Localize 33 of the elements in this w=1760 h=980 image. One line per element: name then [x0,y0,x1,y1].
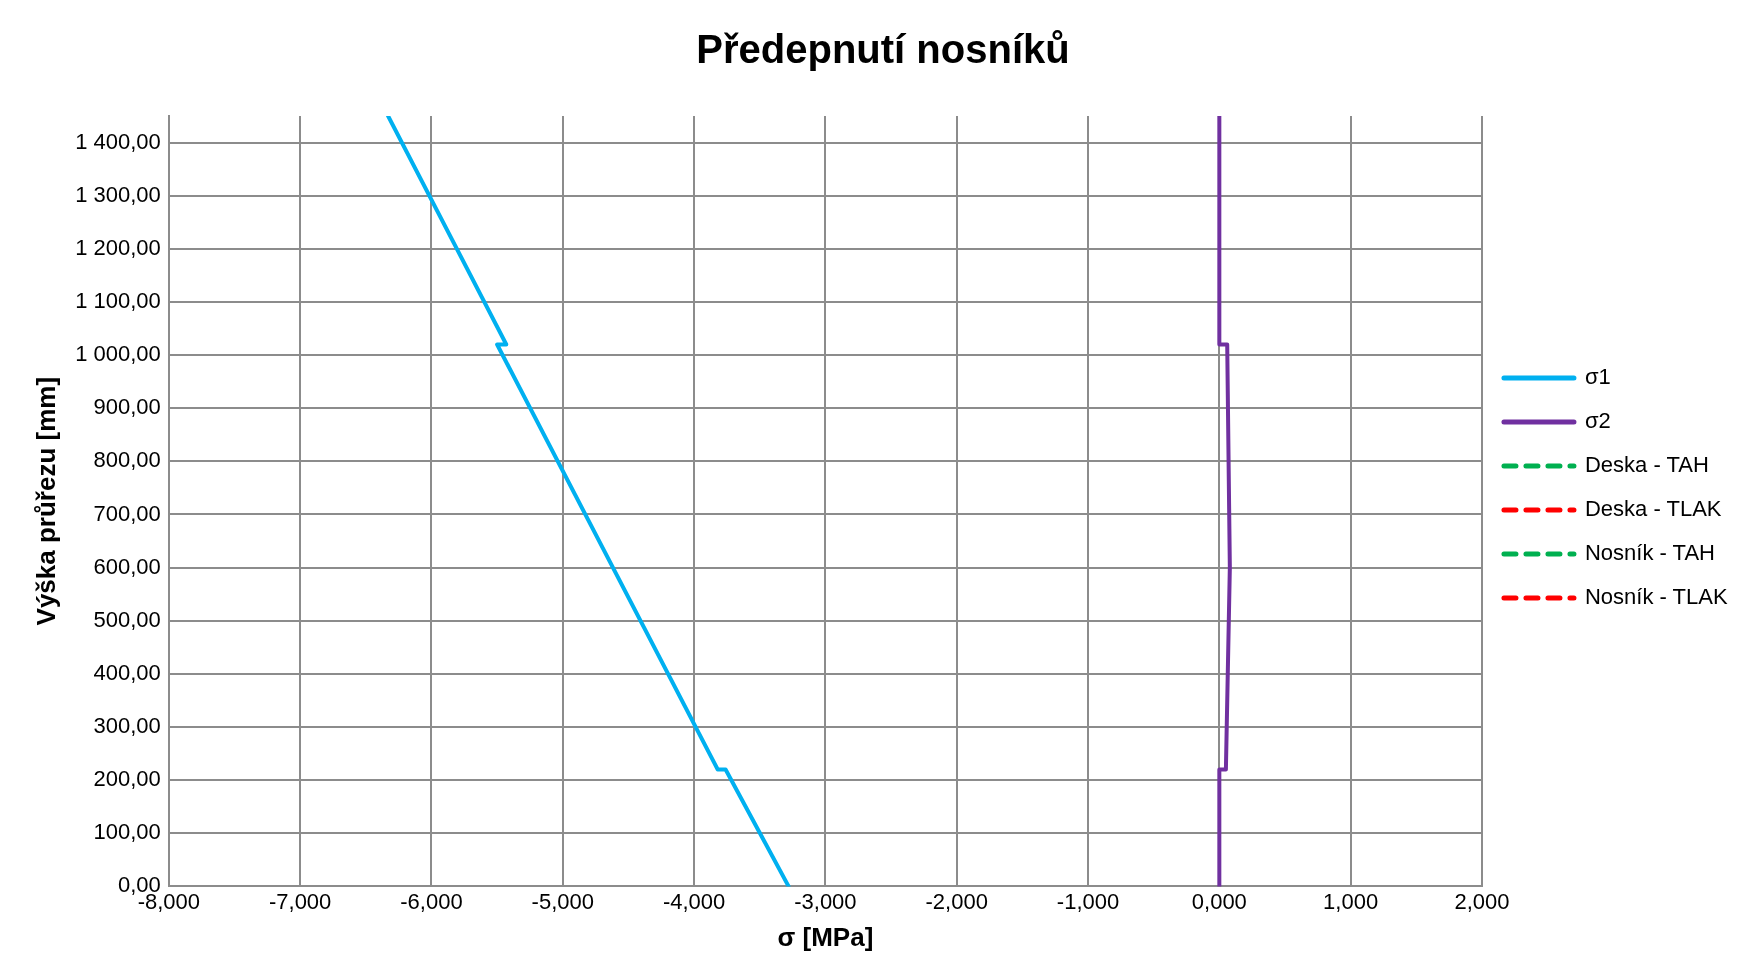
x-tick-label: -3,000 [794,888,857,914]
x-axis-title: σ [MPa] [777,921,874,952]
y-tick-label: 700,00 [93,500,161,526]
y-tick-label: 500,00 [93,606,161,632]
y-tick-label: 200,00 [93,766,161,792]
y-tick-label: 800,00 [93,447,161,473]
x-tick-label: 0,000 [1191,888,1247,914]
x-tick-label: -4,000 [662,888,726,914]
x-tick-label: -6,000 [400,888,463,914]
x-tick-label: -7,000 [268,888,332,914]
y-tick-label: 1 000,00 [75,341,161,367]
y-tick-label: 1 300,00 [75,181,161,207]
y-tick-label: 400,00 [93,659,161,685]
y-tick-label: 1 100,00 [75,288,161,314]
x-tick-label: 1,000 [1323,888,1379,914]
y-tick-label: 100,00 [93,819,161,845]
y-tick-label: 1 200,00 [75,234,161,260]
x-tick-label: -2,000 [925,888,988,914]
y-tick-label: 900,00 [93,394,161,420]
y-tick-label: 1 400,00 [75,128,161,154]
legend-label: Nosník - TLAK [1584,584,1728,610]
x-tick-label: -1,000 [1056,888,1120,914]
legend-label: Deska - TAH [1584,452,1709,478]
legend-label: σ2 [1584,408,1611,434]
x-tick-label: 2,000 [1454,888,1510,914]
y-tick-label: 600,00 [93,553,161,579]
x-tick-label: -5,000 [531,888,594,914]
legend-label: Nosník - TAH [1584,540,1715,566]
y-tick-label: 300,00 [93,713,161,739]
legend-label: Deska - TLAK [1584,496,1722,522]
y-axis-title: Výška průřezu [mm] [30,376,61,626]
chart-title: Předepnutí nosníků [696,27,1070,72]
legend-label: σ1 [1584,364,1611,390]
